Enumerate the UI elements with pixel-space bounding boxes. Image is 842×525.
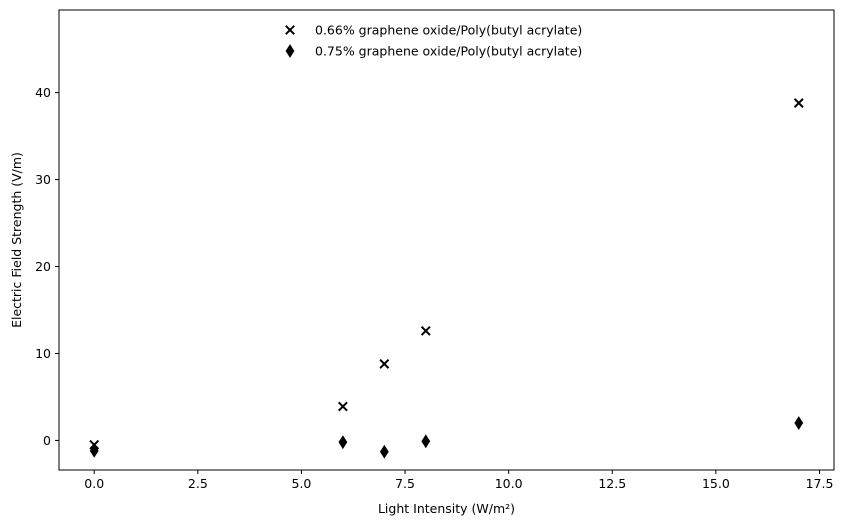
legend: 0.66% graphene oxide/Poly(butyl acrylate… xyxy=(285,23,582,59)
data-point xyxy=(420,325,431,336)
legend-marker xyxy=(285,44,295,58)
x-tick-label: 17.5 xyxy=(806,476,834,491)
y-tick-label: 0 xyxy=(43,433,51,448)
data-marks xyxy=(89,98,804,459)
legend-label: 0.75% graphene oxide/Poly(butyl acrylate… xyxy=(315,44,582,59)
legend-label: 0.66% graphene oxide/Poly(butyl acrylate… xyxy=(315,23,582,38)
x-tick-label: 12.5 xyxy=(598,476,626,491)
x-axis-label: Light Intensity (W/m²) xyxy=(378,501,515,516)
x-tick-label: 15.0 xyxy=(702,476,730,491)
y-tick-label: 30 xyxy=(35,172,51,187)
data-point xyxy=(794,416,804,430)
y-tick-label: 20 xyxy=(35,259,51,274)
data-point xyxy=(379,359,390,369)
data-point xyxy=(89,443,99,458)
x-tick-label: 5.0 xyxy=(292,476,312,491)
x-axis-ticks: 0.0 2.5 5.0 7.5 10.0 12.5 15.0 17.5 xyxy=(84,470,833,491)
x-tick-label: 0.0 xyxy=(84,476,104,491)
y-axis-label: Electric Field Strength (V/m) xyxy=(9,152,24,328)
data-point xyxy=(421,434,431,449)
legend-item: 0.75% graphene oxide/Poly(butyl acrylate… xyxy=(285,44,582,59)
legend-marker xyxy=(285,25,295,35)
data-point xyxy=(338,435,348,450)
x-tick-label: 7.5 xyxy=(395,476,415,491)
y-tick-label: 40 xyxy=(35,85,51,100)
x-tick-label: 2.5 xyxy=(188,476,208,491)
y-axis-ticks: 0 10 20 30 40 xyxy=(35,85,59,448)
legend-item: 0.66% graphene oxide/Poly(butyl acrylate… xyxy=(285,23,582,38)
plot-area xyxy=(58,9,835,471)
y-tick-label: 10 xyxy=(35,346,51,361)
x-tick-label: 10.0 xyxy=(495,476,523,491)
data-point xyxy=(337,401,348,412)
data-point xyxy=(793,98,804,108)
series-2 xyxy=(89,416,804,459)
data-point xyxy=(379,444,389,459)
